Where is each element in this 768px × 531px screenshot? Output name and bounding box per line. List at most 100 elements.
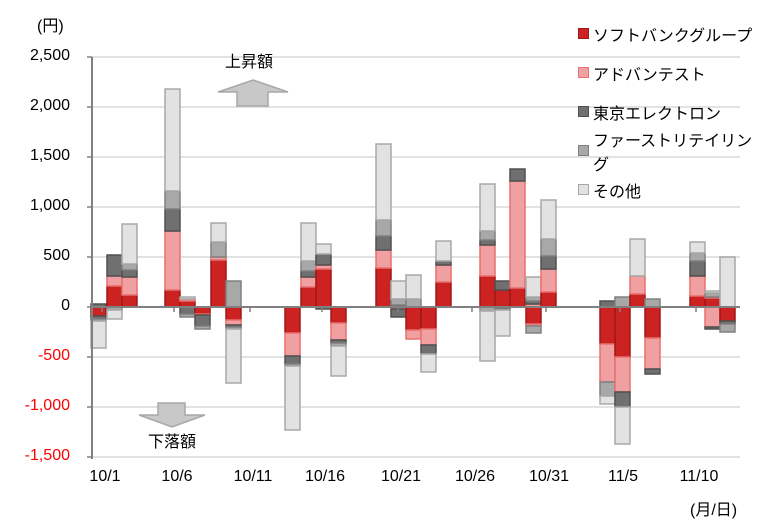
bar	[525, 276, 542, 334]
bar-segment	[405, 329, 422, 340]
legend-swatch	[578, 106, 589, 117]
bar-segment	[315, 243, 332, 255]
bar	[284, 306, 301, 431]
legend-swatch	[578, 67, 589, 78]
bar	[614, 296, 631, 445]
bar-segment	[210, 241, 227, 258]
bar-segment	[509, 287, 526, 308]
bar	[375, 143, 392, 308]
bar-segment	[300, 286, 317, 308]
bar	[420, 306, 437, 373]
legend-label: ソフトバンクグループ	[593, 27, 753, 45]
y-tick-label: 1,000	[29, 197, 70, 214]
bar-segment	[629, 293, 646, 308]
up-arrow-icon	[217, 79, 289, 107]
bar-segment	[525, 325, 542, 334]
bar-segment	[719, 256, 736, 308]
bar-segment	[704, 297, 721, 308]
bar	[405, 274, 422, 340]
bar	[644, 298, 661, 375]
bar-segment	[375, 219, 392, 237]
bar-segment	[405, 306, 422, 331]
bar	[599, 300, 616, 405]
y-tick-label: 2,000	[29, 97, 70, 114]
bar-segment	[704, 290, 721, 294]
y-tick-label: -1,000	[24, 397, 70, 414]
bar-segment	[479, 244, 496, 277]
bar-segment	[704, 306, 721, 328]
bar-segment	[284, 332, 301, 357]
bar-segment	[629, 238, 646, 277]
y-tick-label: -500	[37, 347, 70, 364]
bar-segment	[284, 355, 301, 365]
bar-segment	[644, 306, 661, 339]
bar-segment	[164, 190, 181, 210]
y-tick-label: 2,500	[29, 47, 70, 64]
bar-segment	[390, 280, 407, 300]
bar-segment	[435, 240, 452, 262]
bar-segment	[689, 260, 706, 277]
bar	[121, 223, 138, 308]
bar-segment	[614, 356, 631, 393]
bar-segment	[121, 269, 138, 278]
x-axis-unit: (月/日)	[690, 502, 738, 519]
bar-segment	[375, 235, 392, 251]
bar	[719, 256, 736, 333]
bar-segment	[644, 298, 661, 308]
bar-segment	[614, 391, 631, 408]
up-annotation: 上昇額	[225, 54, 274, 71]
bar-segment	[210, 222, 227, 243]
x-tick-label: 11/5	[608, 468, 638, 485]
bar-segment	[704, 326, 721, 330]
bar-segment	[420, 328, 437, 346]
bar-segment	[121, 223, 138, 265]
legend-item-tokyo-electron: 東京エレクトロン	[578, 92, 768, 131]
axes	[87, 56, 740, 459]
legend-item-fast-retailing: ファーストリテイリング	[578, 131, 768, 174]
bar-segment	[689, 252, 706, 262]
bar	[494, 280, 511, 337]
y-tick-label: -1,500	[24, 447, 70, 464]
bar-segment	[479, 275, 496, 308]
bar-segment	[225, 306, 242, 321]
bar-segment	[614, 306, 631, 358]
bar-segment	[179, 313, 196, 318]
bar-segment	[375, 249, 392, 269]
bar-segment	[106, 285, 123, 308]
x-tick-label: 10/21	[380, 468, 422, 485]
bar-segment	[300, 270, 317, 278]
bar-segment	[689, 295, 706, 308]
bar-segment	[194, 306, 211, 315]
down-annotation: 下落額	[148, 434, 197, 451]
bar	[540, 199, 557, 308]
bar-segment	[284, 306, 301, 334]
x-tick-label: 10/26	[454, 468, 496, 485]
bar-segment	[614, 296, 631, 308]
bar-segment	[525, 276, 542, 298]
legend-swatch	[578, 184, 589, 195]
bar	[689, 241, 706, 308]
legend-item-softbank-group: ソフトバンクグループ	[578, 14, 768, 53]
bar	[315, 243, 332, 310]
bar-segment	[194, 314, 211, 327]
bar-segment	[121, 276, 138, 296]
legend-swatch	[578, 28, 589, 39]
bar-segment	[106, 309, 123, 320]
x-tick-label: 10/11	[233, 468, 273, 485]
bar	[179, 296, 196, 318]
bar-segment	[106, 275, 123, 287]
bar-segment	[300, 222, 317, 262]
bar-segment	[90, 306, 107, 317]
y-tick-label: 0	[61, 297, 70, 314]
bar	[210, 222, 227, 308]
bar-segment	[121, 263, 138, 271]
bar-segment	[164, 208, 181, 232]
bar-segment	[494, 289, 511, 308]
bar	[330, 306, 347, 377]
x-tick-label: 10/6	[161, 468, 193, 485]
bar	[164, 88, 181, 308]
bar-segment	[509, 168, 526, 182]
bar-segment	[540, 238, 557, 257]
bar-segment	[494, 280, 511, 291]
bar-segment	[390, 298, 407, 306]
